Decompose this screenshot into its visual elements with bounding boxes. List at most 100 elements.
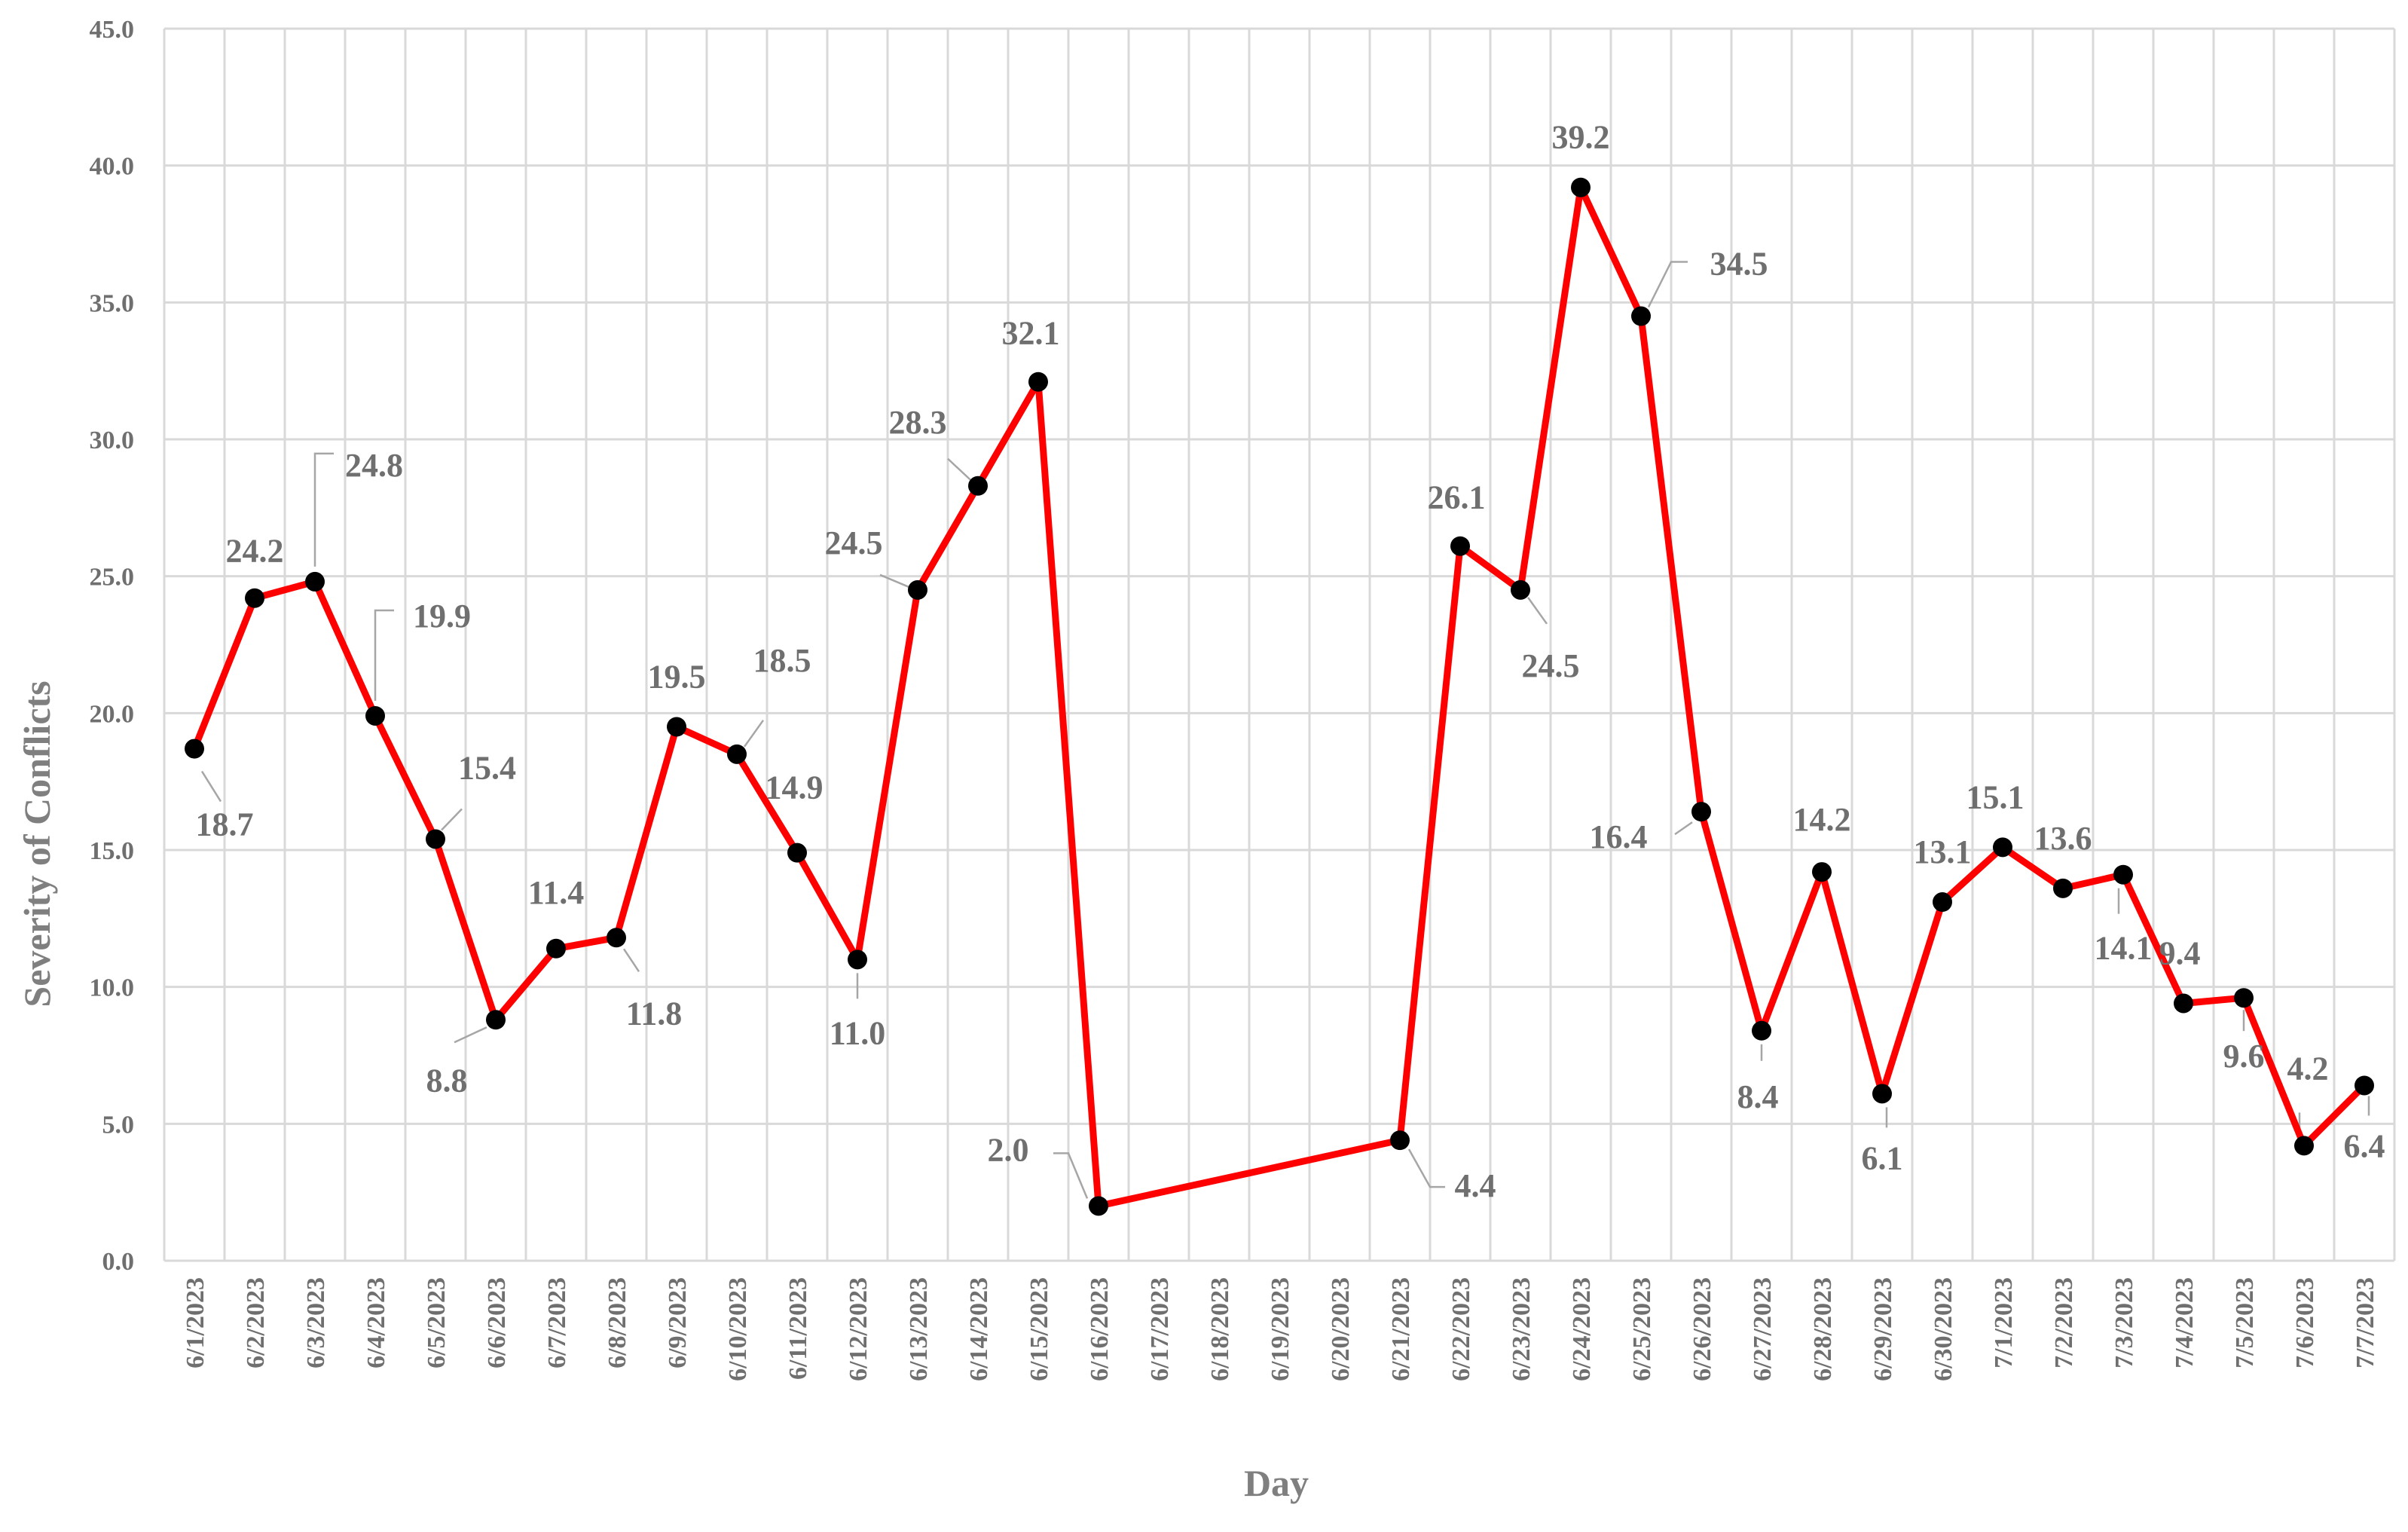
data-label: 32.1 (1002, 315, 1060, 352)
x-tick-label: 6/15/2023 (1025, 1277, 1053, 1381)
x-tick-label: 6/25/2023 (1628, 1277, 1656, 1381)
x-tick-label: 6/16/2023 (1086, 1277, 1114, 1381)
data-label: 24.5 (1522, 647, 1580, 684)
data-point (486, 1010, 506, 1030)
x-axis-title: Day (1244, 1462, 1309, 1504)
x-tick-label: 6/8/2023 (604, 1277, 631, 1368)
x-tick-label: 6/17/2023 (1146, 1277, 1174, 1381)
data-point (185, 738, 204, 759)
y-tick-label: 10.0 (90, 974, 135, 1002)
y-tick-label: 5.0 (102, 1111, 135, 1139)
data-point (607, 928, 626, 948)
data-point (1450, 536, 1470, 556)
data-point (727, 744, 747, 764)
data-label: 8.4 (1737, 1078, 1779, 1115)
data-point (2113, 864, 2133, 885)
data-label: 6.1 (1862, 1139, 1903, 1176)
x-tick-label: 6/27/2023 (1749, 1277, 1777, 1381)
data-label: 14.9 (765, 769, 824, 806)
data-label: 19.5 (648, 659, 706, 696)
leader-line (441, 808, 463, 831)
leader-line (313, 452, 334, 567)
x-tick-label: 7/7/2023 (2351, 1277, 2379, 1368)
data-point (908, 579, 927, 600)
y-tick-label: 30.0 (90, 427, 135, 454)
x-tick-label: 6/10/2023 (724, 1277, 752, 1381)
y-axis-ticks: 0.0 5.0 10.0 15.0 20.0 25.0 30.0 35.0 40.0 45.0 (90, 16, 135, 1276)
data-label: 39.2 (1552, 119, 1610, 156)
leader-line (1674, 821, 1693, 836)
x-tick-label: 6/30/2023 (1930, 1277, 1957, 1381)
data-point (1691, 802, 1711, 822)
y-tick-label: 0.0 (102, 1248, 135, 1276)
data-label: 4.2 (2287, 1050, 2329, 1087)
data-label: 28.3 (889, 404, 947, 441)
leader-line (200, 770, 222, 803)
x-tick-label: 6/6/2023 (483, 1277, 511, 1368)
data-label: 8.8 (426, 1062, 468, 1099)
data-point (426, 829, 445, 849)
data-point (305, 571, 325, 592)
data-label: 11.4 (528, 874, 585, 911)
data-point (1993, 837, 2012, 858)
leader-line (454, 1026, 487, 1044)
data-label: 15.1 (1966, 778, 2024, 815)
data-point (667, 717, 686, 737)
data-point (787, 842, 807, 863)
x-tick-label: 6/1/2023 (182, 1277, 209, 1368)
y-axis-title: Severity of Conflicts (16, 680, 58, 1007)
x-tick-label: 6/19/2023 (1267, 1277, 1294, 1381)
x-axis-ticks: 6/1/2023 6/2/2023 6/3/2023 6/4/2023 6/5/2023… (182, 1277, 2379, 1381)
x-tick-label: 6/13/2023 (905, 1277, 933, 1381)
data-point (1089, 1196, 1108, 1216)
data-point (1933, 892, 1952, 913)
x-tick-label: 7/4/2023 (2171, 1277, 2199, 1368)
data-point (1511, 579, 1530, 600)
data-point (2234, 988, 2254, 1008)
leader-line (1407, 1148, 1445, 1188)
x-tick-label: 6/14/2023 (965, 1277, 993, 1381)
x-tick-label: 6/11/2023 (784, 1277, 812, 1380)
data-label: 4.4 (1455, 1167, 1496, 1204)
label-leader-lines (200, 261, 2370, 1199)
data-label: 24.5 (825, 524, 883, 561)
x-tick-label: 6/23/2023 (1508, 1277, 1536, 1381)
x-tick-label: 6/2/2023 (242, 1277, 270, 1368)
data-label: 11.0 (830, 1014, 886, 1051)
y-tick-label: 25.0 (90, 564, 135, 592)
data-point (2355, 1075, 2374, 1096)
leader-line (743, 720, 765, 748)
data-label: 16.4 (1590, 818, 1648, 855)
data-point (2174, 993, 2193, 1014)
x-tick-label: 7/5/2023 (2231, 1277, 2259, 1368)
x-tick-label: 6/9/2023 (664, 1277, 692, 1368)
data-point (848, 949, 867, 970)
x-tick-label: 6/28/2023 (1809, 1277, 1837, 1381)
data-label: 9.6 (2223, 1038, 2265, 1075)
data-label: 14.1 (2095, 930, 2153, 967)
data-label: 2.0 (988, 1131, 1029, 1168)
data-point (1812, 862, 1832, 882)
data-point (1631, 306, 1651, 326)
data-label: 13.6 (2034, 820, 2092, 857)
data-label: 19.9 (413, 598, 471, 635)
data-point (1390, 1130, 1410, 1151)
leader-line (622, 948, 640, 972)
leader-line (374, 609, 394, 701)
x-tick-label: 6/5/2023 (423, 1277, 451, 1368)
x-tick-label: 6/29/2023 (1869, 1277, 1897, 1381)
data-point (1028, 372, 1048, 392)
data-label: 24.8 (345, 447, 403, 484)
data-point (2294, 1136, 2314, 1156)
y-tick-label: 35.0 (90, 289, 135, 317)
y-tick-label: 40.0 (90, 153, 135, 181)
series-markers (185, 177, 2374, 1216)
data-label: 34.5 (1710, 246, 1768, 283)
data-label: 6.4 (2344, 1127, 2385, 1164)
x-tick-label: 7/6/2023 (2291, 1277, 2319, 1368)
data-point (365, 705, 385, 726)
x-tick-label: 7/1/2023 (1990, 1277, 2018, 1368)
x-tick-label: 6/7/2023 (543, 1277, 571, 1368)
